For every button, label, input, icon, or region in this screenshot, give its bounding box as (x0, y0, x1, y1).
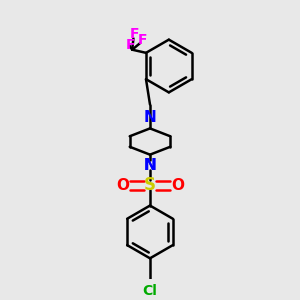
Text: O: O (171, 178, 184, 193)
Text: N: N (144, 110, 156, 125)
Text: F: F (126, 38, 135, 52)
Text: S: S (144, 176, 156, 194)
Text: F: F (130, 27, 140, 41)
Text: F: F (138, 33, 148, 47)
Text: Cl: Cl (142, 284, 158, 298)
Text: N: N (144, 158, 156, 173)
Text: N: N (144, 158, 156, 173)
Text: O: O (116, 178, 129, 193)
